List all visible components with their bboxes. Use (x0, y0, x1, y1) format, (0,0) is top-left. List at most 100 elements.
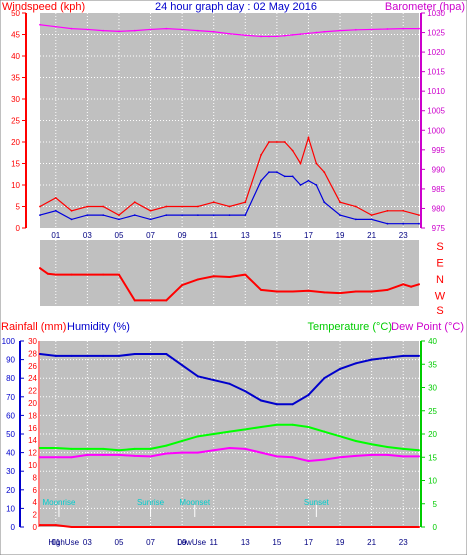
rainfall-point (354, 526, 357, 528)
gust-point (228, 205, 231, 208)
windspeed-tick-label: 10 (11, 181, 20, 190)
gust-point (323, 171, 326, 174)
bottom-markers: Sunrise Sunset Moonrise Moonset HighUse LowUs… (42, 498, 329, 547)
bottom-x-tick-label: 09 (178, 538, 187, 547)
direction-point (323, 291, 326, 294)
gust-point (39, 205, 41, 208)
barometer-point (370, 28, 373, 31)
rainfall-tick-label: 8 (33, 473, 38, 482)
rainfall-axis-title: Rainfall (mm) (1, 321, 66, 333)
direction-plot-area (40, 240, 419, 306)
temperature-point (39, 446, 41, 449)
barometer-point (86, 28, 89, 31)
barometer-point (299, 33, 302, 36)
bottom-text-lowuse: LowUse (177, 538, 206, 547)
gust-point (260, 154, 262, 156)
dew-point-point (196, 451, 199, 454)
direction-point (260, 288, 263, 291)
temperature-tick-label: 20 (428, 430, 437, 439)
humidity-tick-label: 100 (2, 337, 16, 346)
rainfall-point (418, 526, 420, 528)
rainfall-point (323, 526, 326, 528)
wind-point (133, 214, 136, 217)
humidity-point (117, 354, 120, 357)
rainfall-tick-label: 26 (28, 362, 37, 371)
gust-point (268, 141, 270, 143)
humidity-point (133, 353, 136, 356)
wind-point (212, 214, 215, 217)
gust-point (133, 201, 136, 204)
humidity-tick-label: 80 (6, 374, 15, 383)
rainfall-point (402, 526, 405, 528)
wind-point (418, 222, 420, 225)
gust-point (283, 141, 286, 143)
direction-series (39, 267, 420, 302)
gust-point (118, 214, 120, 217)
direction-label-s: S (436, 241, 443, 253)
rainfall-point (370, 526, 373, 528)
barometer-point (260, 35, 262, 38)
rainfall-tick-label: 30 (28, 337, 37, 346)
barometer-point (402, 27, 405, 30)
barometer-tick-label: 995 (432, 146, 446, 155)
gust-point (339, 201, 341, 204)
humidity-point (418, 354, 420, 357)
wind-point (102, 214, 105, 217)
humidity-tick-label: 10 (6, 504, 15, 513)
direction-point (212, 275, 215, 278)
temperature-point (54, 446, 57, 449)
direction-label-n: N (436, 274, 444, 286)
humidity-tick-label: 90 (6, 356, 15, 365)
rainfall-tick-label: 22 (28, 387, 37, 396)
dew-point-point (339, 456, 342, 459)
graph-title: 24 hour graph day : 02 May 2016 (155, 1, 317, 13)
wind-point (354, 218, 357, 221)
bottom-x-tick-label: 15 (272, 538, 281, 547)
direction-point (402, 283, 405, 286)
temperature-tick-label: 25 (428, 407, 437, 416)
dew-point-point (260, 451, 263, 454)
top-x-tick-label: 07 (146, 231, 155, 240)
direction-point (370, 290, 373, 293)
barometer-tick-label: 1010 (427, 87, 445, 96)
wind-point (386, 222, 389, 225)
temperature-point (354, 439, 357, 442)
rainfall-point (117, 526, 120, 528)
humidity-tick-label: 30 (6, 467, 15, 476)
barometer-point (244, 34, 247, 37)
humidity-axis-title: Humidity (%) (67, 321, 130, 333)
rainfall-point (39, 524, 41, 527)
gust-point (307, 136, 310, 139)
humidity-point (39, 353, 41, 356)
wind-point (39, 214, 41, 217)
barometer-point (212, 30, 215, 33)
windspeed-tick-label: 40 (11, 52, 20, 61)
windspeed-tick-label: 15 (11, 160, 20, 169)
gust-point (402, 209, 405, 212)
wind-point (149, 218, 152, 221)
humidity-point (86, 354, 89, 357)
wind-point (370, 218, 373, 221)
humidity-tick-label: 50 (6, 430, 15, 439)
top-x-tick-label: 17 (304, 231, 313, 240)
rainfall-point (70, 526, 73, 528)
dew-point-point (402, 455, 405, 458)
dew-point-point (102, 453, 105, 456)
bottom-series (39, 353, 420, 528)
humidity-point (291, 403, 294, 406)
direction-point (196, 278, 199, 281)
barometer-tick-label: 980 (432, 204, 446, 213)
gust-point (315, 162, 318, 165)
wind-point (323, 201, 326, 204)
gust-point (275, 141, 278, 143)
windspeed-tick-label: 5 (16, 203, 21, 212)
humidity-point (70, 354, 73, 357)
gust-point (370, 214, 373, 217)
gust-point (418, 214, 420, 217)
barometer-tick-label: 990 (432, 165, 446, 174)
barometer-tick-label: 985 (432, 185, 446, 194)
dew-point-point (70, 456, 73, 459)
humidity-point (275, 403, 278, 406)
barometer-point (307, 32, 310, 35)
dew-point-point (39, 456, 41, 459)
